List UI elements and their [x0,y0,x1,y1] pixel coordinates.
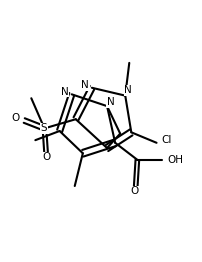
Text: Cl: Cl [162,135,172,145]
Text: O: O [43,152,51,162]
Text: O: O [11,113,19,123]
Text: N: N [107,97,115,107]
Text: N: N [124,85,132,95]
Text: OH: OH [168,155,184,165]
Text: N: N [61,87,69,97]
Text: S: S [41,123,47,133]
Text: N: N [81,80,89,90]
Text: O: O [131,187,139,196]
